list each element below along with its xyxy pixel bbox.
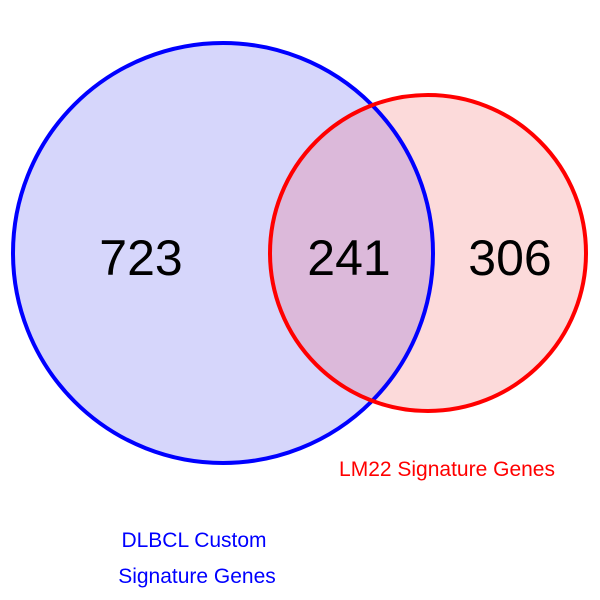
dlbcl-set-label-line-2: Signature Genes xyxy=(118,565,276,588)
lm22-set-label: LM22 Signature Genes xyxy=(339,458,555,481)
dlbcl-only-count: 723 xyxy=(99,230,182,286)
lm22-only-count: 306 xyxy=(468,230,551,286)
intersection-count: 241 xyxy=(307,230,390,286)
dlbcl-set-label-line-1: DLBCL Custom xyxy=(121,529,266,552)
intersection-region xyxy=(270,95,433,411)
dlbcl-circle-outline xyxy=(11,41,435,465)
lm22-circle-outline xyxy=(268,93,588,413)
